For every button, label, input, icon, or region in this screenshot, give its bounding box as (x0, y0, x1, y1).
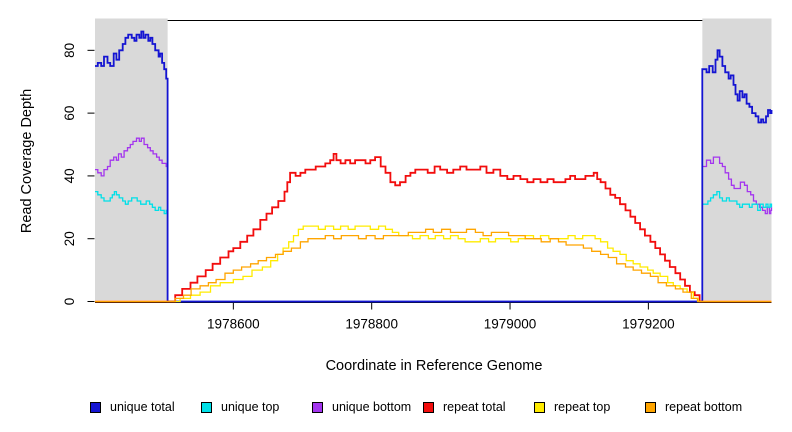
x-axis-title: Coordinate in Reference Genome (325, 358, 543, 374)
shaded-flank-region (702, 18, 772, 300)
x-tick-label: 1979000 (484, 317, 537, 332)
y-tick-label: 80 (62, 43, 77, 58)
legend-swatch-unique-top (201, 401, 212, 413)
x-tick-label: 1979200 (622, 317, 675, 332)
series-line-unique-top (95, 190, 773, 303)
legend-item-repeat-bottom: repeat bottom (645, 400, 756, 414)
series-line-repeat-bottom (95, 228, 772, 303)
legend-item-unique-top: unique top (201, 400, 312, 414)
y-tick-label: 60 (62, 106, 77, 121)
y-axis-title: Read Coverage Depth (19, 88, 35, 234)
legend-item-unique-bottom: unique bottom (312, 400, 423, 414)
legend-item-unique-total: unique total (90, 400, 201, 414)
legend-label: unique top (221, 400, 280, 414)
legend-label: repeat bottom (665, 400, 743, 414)
series-line-repeat-total (95, 153, 772, 303)
y-tick-label: 20 (62, 231, 77, 246)
legend-label: unique bottom (332, 400, 412, 414)
x-tick-label: 1978800 (345, 317, 398, 332)
legend-item-repeat-top: repeat top (534, 400, 645, 414)
legend-item-repeat-total: repeat total (423, 400, 534, 414)
legend-swatch-repeat-top (534, 401, 545, 413)
legend-swatch-unique-bottom (312, 401, 323, 413)
legend-swatch-repeat-bottom (645, 401, 656, 413)
legend-label: repeat top (554, 400, 611, 414)
legend-swatch-unique-total (90, 401, 101, 413)
legend: unique total unique top unique bottom re… (90, 400, 756, 414)
legend-label: repeat total (443, 400, 506, 414)
legend-swatch-repeat-total (423, 401, 434, 413)
series-line-unique-bottom (95, 137, 773, 303)
legend-label: unique total (110, 400, 175, 414)
y-tick-label: 40 (62, 168, 77, 183)
x-tick-label: 1978600 (207, 317, 260, 332)
y-tick-label: 0 (62, 298, 77, 306)
shaded-flank-region (95, 18, 168, 300)
